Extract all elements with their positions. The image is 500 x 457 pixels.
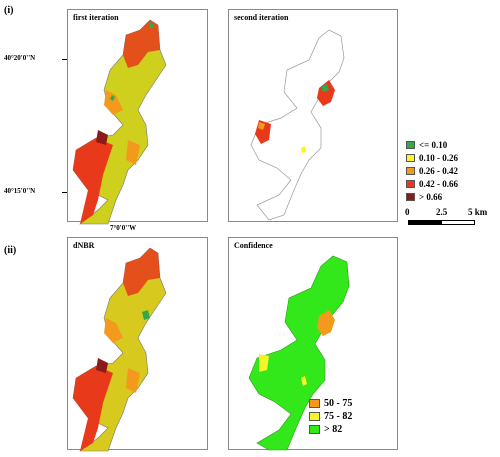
scale-label-0: 0	[405, 207, 410, 217]
legend-item: > 82	[309, 424, 352, 435]
scale-segment-dark	[408, 220, 442, 225]
latitude-label-south: 40°15'0''N	[4, 187, 36, 195]
confidence-map	[248, 255, 350, 451]
legend-label: <= 0.10	[419, 140, 448, 150]
burn-severity-legend: <= 0.10 0.10 - 0.26 0.26 - 0.42 0.42 - 0…	[406, 140, 458, 202]
legend-swatch	[406, 180, 415, 188]
scale-label-mid: 2.5	[436, 207, 448, 217]
burn-severity-map-second	[250, 29, 345, 221]
latitude-tick-north	[62, 59, 67, 60]
legend-label: 0.26 - 0.42	[419, 166, 458, 176]
legend-swatch	[309, 399, 320, 408]
latitude-label-north: 40°20'0''N	[4, 54, 36, 62]
panel-title: second iteration	[234, 13, 289, 22]
map-panel-first-iteration: first iteration	[67, 9, 208, 225]
legend-item: 0.42 - 0.66	[406, 179, 458, 189]
longitude-label: 7°0'0''W	[110, 224, 137, 232]
legend-item: 0.26 - 0.42	[406, 166, 458, 176]
row-label-top: (i)	[4, 5, 14, 16]
burn-severity-map-first	[72, 19, 167, 225]
legend-label: 50 - 75	[324, 398, 353, 409]
legend-swatch	[309, 425, 320, 434]
legend-label: > 82	[324, 424, 343, 435]
legend-label: 0.10 - 0.26	[419, 153, 458, 163]
legend-item: 0.10 - 0.26	[406, 153, 458, 163]
legend-item: > 0.66	[406, 192, 458, 202]
panel-title: Confidence	[234, 241, 273, 250]
legend-item: 75 - 82	[309, 411, 352, 422]
legend-item: 50 - 75	[309, 398, 352, 409]
scale-segment-light	[441, 220, 475, 225]
legend-swatch	[406, 154, 415, 162]
dnbr-map	[72, 247, 167, 452]
map-panel-confidence: Confidence 50 - 75 75 - 82 > 82	[228, 237, 398, 451]
legend-swatch	[406, 167, 415, 175]
confidence-legend: 50 - 75 75 - 82 > 82	[309, 398, 352, 435]
panel-title: dNBR	[73, 241, 95, 250]
scale-label-end: 5 km	[468, 207, 488, 217]
latitude-tick-south	[62, 192, 67, 193]
legend-label: 75 - 82	[324, 411, 353, 422]
map-panel-dnbr: dNBR	[67, 237, 208, 452]
legend-swatch	[406, 141, 415, 149]
row-label-bottom: (ii)	[4, 245, 17, 256]
legend-swatch	[406, 193, 415, 201]
panel-title: first iteration	[73, 13, 119, 22]
legend-item: <= 0.10	[406, 140, 458, 150]
legend-label: 0.42 - 0.66	[419, 179, 458, 189]
legend-swatch	[309, 412, 320, 421]
map-panel-second-iteration: second iteration	[228, 9, 398, 222]
legend-label: > 0.66	[419, 192, 443, 202]
